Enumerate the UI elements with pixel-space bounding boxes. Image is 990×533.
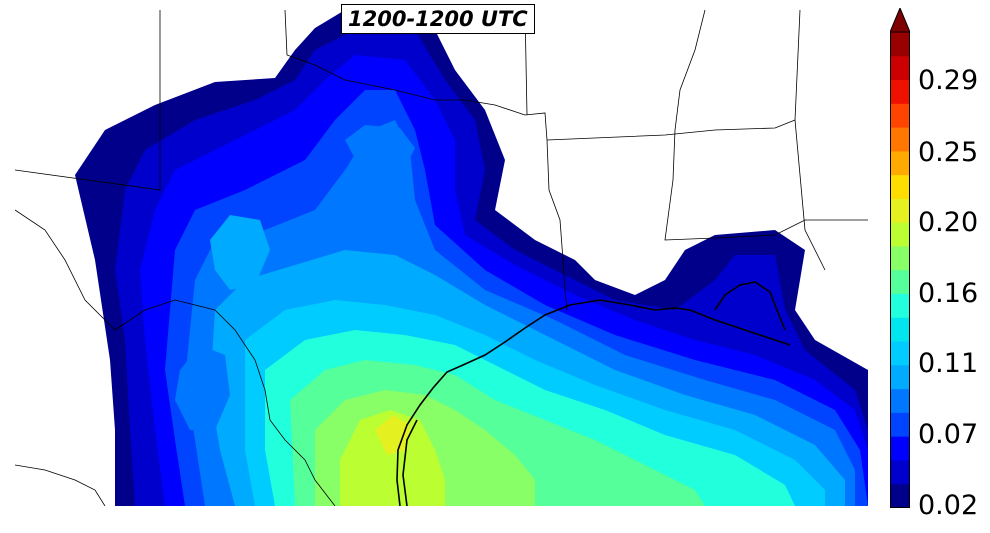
contour-band-level-11: [340, 410, 445, 506]
colorbar-band: [890, 293, 910, 318]
colorbar-band: [890, 79, 910, 104]
colorbar-band: [890, 55, 910, 81]
colorbar-band: [890, 222, 910, 247]
colorbar-extension-cap: [890, 8, 910, 33]
colorbar-band: [890, 341, 910, 366]
colorbar: [890, 8, 910, 508]
coastline: [396, 281, 791, 506]
colorbar-bands: [890, 8, 910, 508]
colorbar-tick-label: 0.02: [918, 490, 979, 521]
colorbar-tick-label: 0.11: [918, 348, 979, 379]
border-line: [794, 119, 826, 271]
colorbar-band: [890, 103, 910, 128]
map-title: 1200-1200 UTC: [341, 4, 535, 34]
colorbar-tick-label: 0.29: [918, 65, 979, 96]
colorbar-tick-label: 0.25: [918, 137, 979, 168]
border-line: [546, 139, 568, 311]
contour-local-max-west: [210, 215, 270, 290]
colorbar-band: [890, 127, 910, 152]
colorbar-band: [890, 436, 910, 461]
colorbar-band: [890, 388, 910, 413]
border-line: [664, 10, 868, 241]
colorbar-band: [890, 459, 910, 485]
colorbar-band: [890, 32, 910, 57]
border-line: [284, 10, 548, 141]
contour-local-max-north: [345, 125, 415, 168]
colorbar-band: [890, 317, 910, 342]
contour-band-level-12: [375, 415, 410, 455]
colorbar-tick-label: 0.16: [918, 278, 979, 309]
map-frame: [15, 10, 868, 506]
border-line: [15, 464, 106, 506]
colorbar-band: [890, 174, 910, 199]
coastline-texas-gulf: [396, 299, 791, 506]
colorbar-band: [890, 412, 910, 437]
coastline-louisiana-delta: [714, 281, 786, 331]
border-line: [546, 10, 801, 141]
colorbar-tick-label: 0.07: [918, 419, 979, 450]
colorbar-tick-label: 0.20: [918, 207, 979, 238]
colorbar-band: [890, 245, 910, 271]
border-line: [15, 10, 161, 191]
colorbar-band: [890, 198, 910, 223]
colorbar-band: [890, 483, 910, 508]
state-borders: [15, 10, 868, 506]
colorbar-band: [890, 364, 910, 390]
colorbar-band: [890, 150, 910, 176]
colorbar-band: [890, 269, 910, 295]
border-line: [15, 209, 336, 506]
contour-local-max-south-west: [175, 345, 230, 430]
coastline-barrier-island: [402, 419, 418, 506]
colorbar-outline: [890, 31, 910, 508]
